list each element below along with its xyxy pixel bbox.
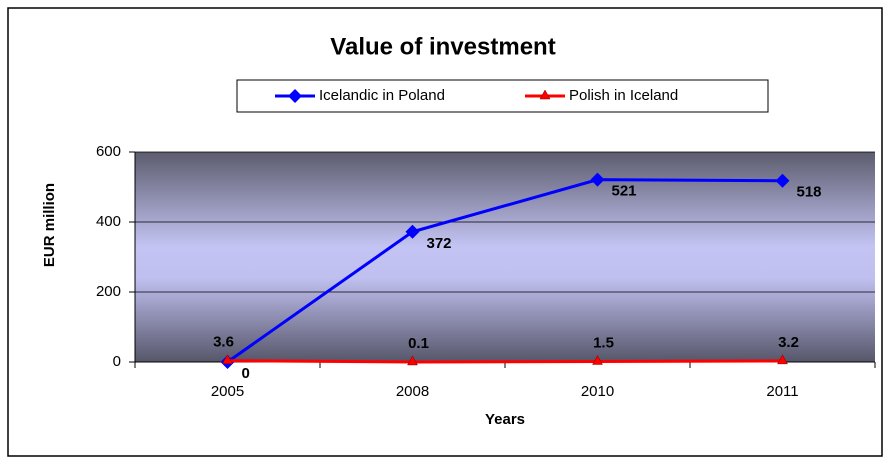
legend-box xyxy=(236,79,769,113)
point-marker xyxy=(405,224,420,239)
y-axis-label: EUR million xyxy=(41,183,58,267)
x-tick-label: 2005 xyxy=(211,383,244,400)
x-axis-label: Years xyxy=(485,411,525,428)
plot-area xyxy=(135,152,875,362)
data-label: 372 xyxy=(427,235,452,252)
point-marker xyxy=(288,89,302,103)
legend-label: Polish in Iceland xyxy=(569,87,678,104)
x-tick-label: 2008 xyxy=(396,383,429,400)
x-tick-label: 2010 xyxy=(581,383,614,400)
data-label: 0 xyxy=(242,365,250,382)
x-tick-label: 2011 xyxy=(766,383,798,400)
series-line xyxy=(226,178,783,364)
y-tick-label: 400 xyxy=(96,213,121,230)
data-label: 3.2 xyxy=(778,334,799,351)
point-marker xyxy=(775,173,790,188)
legend-label: Icelandic in Poland xyxy=(319,87,445,104)
point-marker xyxy=(407,355,418,366)
data-label: 521 xyxy=(612,183,637,200)
data-label: 0.1 xyxy=(408,335,429,352)
point-marker xyxy=(222,354,233,364)
y-tick-label: 600 xyxy=(96,143,121,160)
series-line xyxy=(227,359,783,364)
point-marker xyxy=(539,89,551,100)
data-label: 1.5 xyxy=(593,334,614,351)
point-marker xyxy=(592,354,603,365)
point-marker xyxy=(590,172,605,187)
data-label: 518 xyxy=(797,184,822,201)
chart-title: Value of investment xyxy=(330,33,555,60)
point-marker xyxy=(777,354,788,365)
data-label: 3.6 xyxy=(213,334,234,351)
y-tick-label: 0 xyxy=(113,353,121,370)
y-tick-label: 200 xyxy=(96,283,121,300)
